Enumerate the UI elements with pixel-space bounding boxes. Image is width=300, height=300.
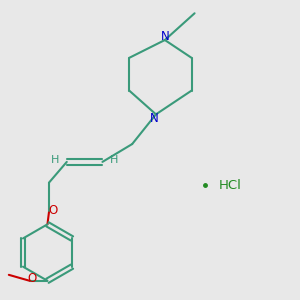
- Text: N: N: [161, 30, 170, 43]
- Text: O: O: [49, 204, 58, 218]
- Text: O: O: [27, 272, 36, 285]
- Text: H: H: [110, 155, 118, 165]
- Text: HCl: HCl: [218, 179, 241, 192]
- Text: H: H: [51, 155, 60, 165]
- Text: N: N: [150, 112, 159, 125]
